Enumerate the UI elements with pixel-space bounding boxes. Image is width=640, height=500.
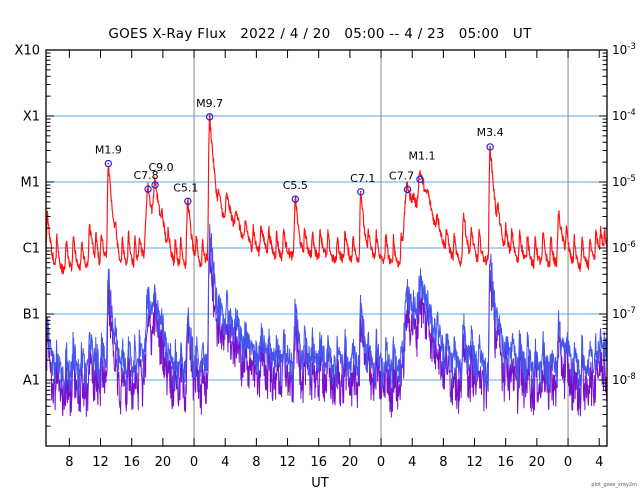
- x-axis-tick-label-15: 20: [529, 455, 546, 470]
- y-axis-right-label-3: 10-6: [612, 240, 636, 255]
- watermark-label: plot_goes_xray2m: [591, 482, 637, 488]
- y-axis-left-label-x10: X10: [15, 44, 40, 59]
- flare-markers-group: [104, 113, 494, 205]
- chart-title: GOES X-Ray Flux 2022 / 4 / 20 05:00 -- 4…: [108, 26, 532, 42]
- x-axis-tick-label-10: 0: [377, 455, 385, 470]
- y-axis-right-label-1: 10-4: [612, 108, 636, 123]
- y-axis-left-label-c1: C1: [23, 242, 40, 257]
- y-axis-right-label-4: 10-7: [612, 306, 636, 321]
- x-axis-tick-label-3: 20: [155, 455, 172, 470]
- x-axis-tick-label-11: 4: [408, 455, 416, 470]
- x-axis-tick-label-8: 16: [310, 455, 327, 470]
- flare-label-c5-5: C5.5: [283, 179, 308, 192]
- x-axis-tick-label-7: 12: [279, 455, 296, 470]
- x-axis-tick-label-4: 0: [190, 455, 198, 470]
- flare-label-m1-1: M1.1: [409, 149, 436, 162]
- x-axis-tick-label-14: 16: [497, 455, 514, 470]
- x-axis-tick-label-16: 0: [564, 455, 572, 470]
- x-axis-title: UT: [311, 476, 329, 491]
- x-axis-tick-label-1: 12: [92, 455, 109, 470]
- axis-ticks: [46, 49, 607, 447]
- y-axis-right-label-2: 10-5: [612, 174, 636, 189]
- flare-label-c7-7: C7.7: [389, 169, 414, 182]
- axis-labels: X10 X1 M1 C1 B1 A1 10-3 10-4 10-5 10-6 10-7 10-8 8 12…: [15, 42, 636, 470]
- y-axis-right-label-5: 10-8: [612, 372, 636, 387]
- x-axis-tick-label-9: 20: [342, 455, 359, 470]
- y-axis-left-label-m1: M1: [21, 176, 41, 191]
- x-axis-tick-label-17: 4: [595, 455, 603, 470]
- x-axis-tick-label-0: 8: [65, 455, 73, 470]
- flare-label-c9-0: C9.0: [148, 161, 173, 174]
- y-axis-right-label-0: 10-3: [612, 42, 636, 57]
- y-axis-left-label-x1: X1: [23, 110, 40, 125]
- x-axis-tick-label-5: 4: [221, 455, 229, 470]
- flare-label-c7-8: C7.8: [133, 169, 158, 182]
- x-axis-tick-label-13: 12: [466, 455, 483, 470]
- flare-label-m9-7: M9.7: [196, 97, 223, 110]
- flux-traces-group: [45, 113, 608, 418]
- flare-label-c5-1: C5.1: [173, 181, 198, 194]
- x-axis-tick-label-2: 16: [123, 455, 140, 470]
- flare-label-m3-4: M3.4: [477, 126, 504, 139]
- x-axis-tick-label-12: 8: [439, 455, 447, 470]
- y-axis-left-label-b1: B1: [23, 308, 40, 323]
- y-axis-left-label-a1: A1: [23, 374, 40, 389]
- flare-label-m1-9: M1.9: [95, 144, 122, 157]
- x-axis-tick-label-6: 8: [252, 455, 260, 470]
- flare-label-c7-1: C7.1: [350, 172, 375, 185]
- flare-labels-group: M1.9 C7.8C9.0C5.1 M9.7 C5.5 C7.1 C7.7 M1.1 M3.4: [95, 97, 504, 194]
